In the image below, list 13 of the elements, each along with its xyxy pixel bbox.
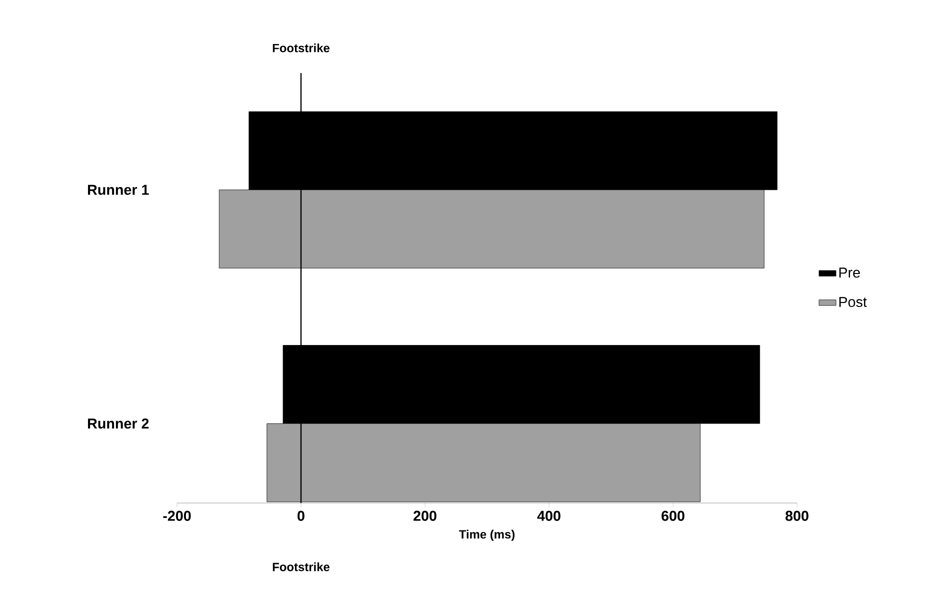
text: Footstrike bbox=[272, 562, 330, 572]
x-tick-label: 800 bbox=[786, 510, 808, 521]
legend-label: Post bbox=[839, 296, 867, 308]
x-tick-label: 200 bbox=[414, 510, 436, 521]
x-tick-label: 400 bbox=[537, 510, 560, 521]
x-axis-title: Time (ms) bbox=[459, 530, 515, 541]
x-tick-label: 600 bbox=[662, 510, 684, 521]
legend-label: Pre bbox=[839, 268, 860, 278]
ref-line-label: Footstrike bbox=[272, 44, 330, 52]
y-tick-label: Runner 2 bbox=[88, 418, 149, 429]
x-tick-label: -200 bbox=[163, 510, 191, 521]
x-tick-label: 0 bbox=[298, 510, 304, 521]
y-tick-label: Runner 1 bbox=[88, 184, 149, 195]
